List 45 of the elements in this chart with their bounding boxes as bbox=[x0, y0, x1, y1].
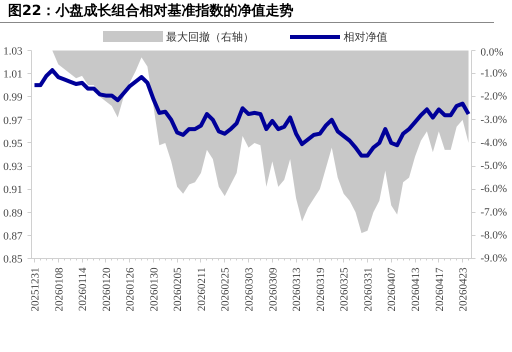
x-tick-label: 20260211 bbox=[196, 268, 208, 312]
y-tick-label: 0.99 bbox=[3, 92, 23, 104]
legend-item: 最大回撤（右轴） bbox=[102, 29, 254, 43]
x-tick-label: 20260319 bbox=[314, 267, 327, 312]
y2-tick-label: -4.0% bbox=[480, 136, 508, 149]
y-tick-label: 1.01 bbox=[3, 68, 22, 81]
x-tick-label: 20260130 bbox=[148, 267, 160, 312]
y-tick-label: 0.95 bbox=[3, 138, 23, 150]
chart-title: 图22：小盘成长组合相对基准指数的净值走势 bbox=[0, 0, 494, 23]
y-tick-label: 1.03 bbox=[3, 46, 23, 58]
x-tick-label: 20260225 bbox=[220, 267, 232, 312]
y2-tick-label: -1.0% bbox=[480, 68, 508, 80]
x-tick-label: 20260205 bbox=[172, 267, 184, 312]
y-tick-label: 0.91 bbox=[3, 184, 22, 196]
x-tick-label: 20251231 bbox=[29, 268, 42, 312]
legend-label: 相对净值 bbox=[343, 30, 388, 44]
y2-tick-label: -9.0% bbox=[480, 252, 508, 264]
line-series bbox=[32, 68, 471, 158]
x-tick-label: 20260325 bbox=[338, 267, 351, 312]
x-tick-label: 20260417 bbox=[434, 267, 446, 312]
y2-tick-label: -8.0% bbox=[480, 229, 508, 242]
y-tick-label: 0.85 bbox=[3, 254, 23, 266]
series-label: 最大回撤（右轴） bbox=[166, 30, 254, 44]
x-tick-label: 20260114 bbox=[77, 267, 90, 312]
y2-tick-label: -3.0% bbox=[480, 114, 508, 126]
x-tick-label: 20260108 bbox=[53, 267, 66, 312]
y-tick-label: 0.87 bbox=[3, 230, 23, 242]
x-tick-label: 20260313 bbox=[291, 267, 304, 312]
x-tick-label: 20260413 bbox=[410, 267, 422, 312]
x-tick-label: 20260331 bbox=[362, 268, 374, 312]
y2-tick-label: -7.0% bbox=[480, 206, 508, 218]
x-tick-label: 20260423 bbox=[458, 267, 470, 312]
x-tick-label: 20260303 bbox=[244, 267, 256, 312]
legend-item: 相对净值 bbox=[290, 29, 388, 43]
y2-tick-label: -5.0% bbox=[480, 160, 508, 172]
y2-tick-label: -6.0% bbox=[480, 183, 508, 196]
x-tick-label: 20260120 bbox=[100, 267, 113, 312]
y2-tick-label: -2.0% bbox=[480, 90, 508, 103]
y-tick-label: 0.89 bbox=[3, 207, 23, 220]
y2-tick-label: 0.0% bbox=[480, 46, 504, 58]
x-tick-label: 20260126 bbox=[124, 267, 137, 312]
x-tick-label: 20260309 bbox=[267, 267, 280, 312]
y-tick-label: 0.97 bbox=[3, 114, 23, 127]
x-tick-label: 20260407 bbox=[386, 267, 398, 312]
y-tick-label: 0.93 bbox=[3, 161, 23, 174]
